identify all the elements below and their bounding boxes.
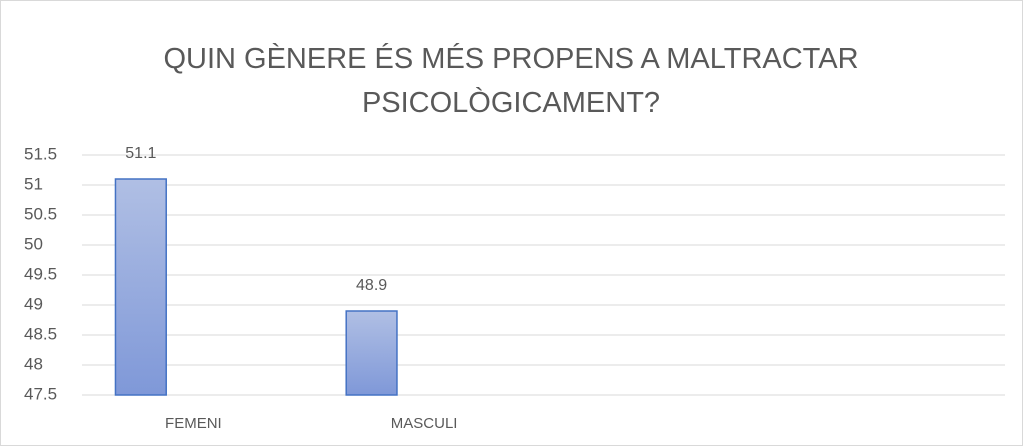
chart-title-text: QUIN GÈNERE ÉS MÉS PROPENS A MALTRACTAR P… xyxy=(163,42,858,119)
y-tick-label: 49.5 xyxy=(24,264,57,283)
y-tick-label: 48 xyxy=(24,354,43,373)
y-tick-label: 50 xyxy=(24,234,43,253)
x-tick-label: FEMENI xyxy=(165,415,222,432)
y-tick-label: 49 xyxy=(24,294,43,313)
x-tick-label: MASCULI xyxy=(391,415,458,432)
bar xyxy=(345,310,398,396)
y-tick-label: 51.5 xyxy=(24,144,57,163)
y-tick-label: 47.5 xyxy=(24,384,57,403)
y-tick-label: 51 xyxy=(24,174,43,193)
y-tick-label: 48.5 xyxy=(24,324,57,343)
bar xyxy=(114,178,167,396)
data-label: 51.1 xyxy=(125,145,156,162)
y-tick-label: 50.5 xyxy=(24,204,57,223)
chart-title: QUIN GÈNERE ÉS MÉS PROPENS A MALTRACTAR P… xyxy=(163,42,858,119)
data-label: 48.9 xyxy=(356,277,387,294)
